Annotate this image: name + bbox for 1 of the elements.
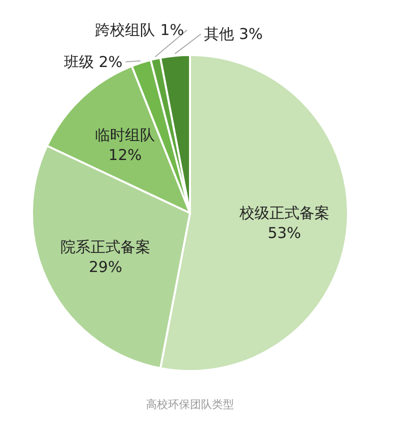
text: 高校环保团队类型 (146, 398, 234, 411)
